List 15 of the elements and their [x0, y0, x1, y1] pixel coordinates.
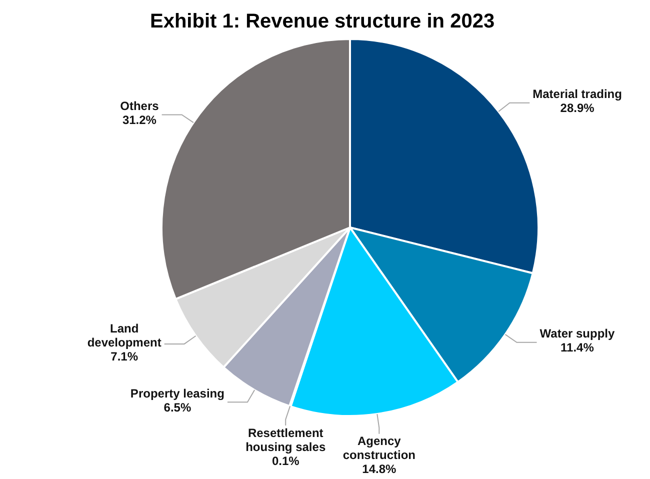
slice-label: Material trading — [532, 87, 622, 102]
data-label: 7.1% — [110, 349, 138, 364]
slice-label: Agency construction — [342, 434, 416, 462]
data-label: 14.8% — [362, 462, 396, 476]
slice-label: Others — [120, 99, 160, 114]
data-label: 11.4% — [560, 340, 594, 355]
data-label: 0.1% — [272, 454, 300, 468]
chart-title: Exhibit 1: Revenue structure in 2023 — [150, 10, 495, 33]
data-label: 6.5% — [164, 400, 192, 414]
data-label: 28.9% — [560, 101, 595, 116]
slice-label: Property leasing — [130, 386, 224, 400]
slice-label: Land development — [87, 321, 162, 350]
data-label: 31.2% — [122, 113, 157, 128]
slice-label: Resettlement housing sales — [246, 426, 326, 454]
slice-label: Water supply — [540, 326, 615, 341]
